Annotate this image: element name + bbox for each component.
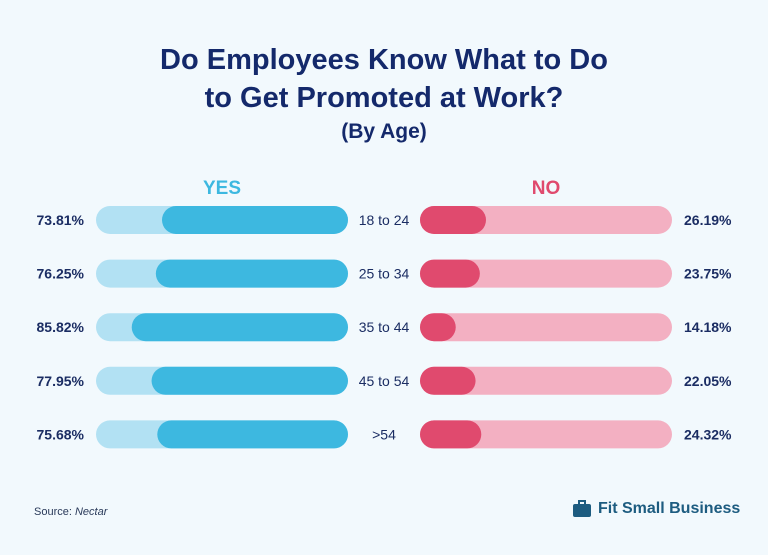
briefcase-icon: [573, 500, 591, 517]
source-name: Nectar: [74, 506, 108, 518]
no-track: [420, 420, 672, 449]
source-prefix: Source:: [34, 506, 75, 518]
no-track: [420, 313, 672, 342]
no-bar: [420, 206, 486, 234]
source-note: Source: Nectar: [34, 506, 107, 518]
chart-title-line-1: Do Employees Know What to Do: [160, 44, 608, 76]
no-bar: [420, 313, 456, 342]
no-bar: [420, 366, 476, 395]
no-value-label: 14.18%: [684, 319, 732, 335]
no-value-label: 26.19%: [684, 212, 732, 228]
chart-title-line-2: to Get Promoted at Work?: [204, 82, 564, 114]
no-bar: [420, 259, 480, 288]
no-value-label: 24.32%: [684, 426, 732, 442]
yes-value-label: 77.95%: [37, 373, 85, 389]
brand-logo: Fit Small Business: [572, 500, 740, 518]
yes-value-label: 85.82%: [37, 319, 85, 335]
yes-bar: [131, 313, 348, 342]
no-track: [420, 259, 672, 288]
no-value-label: 22.05%: [684, 373, 732, 389]
yes-value-label: 73.81%: [37, 212, 85, 228]
legend-yes: YES: [202, 178, 242, 199]
category-label: 18 to 24: [359, 212, 410, 228]
no-track: [420, 366, 672, 395]
chart-subtitle: (By Age): [341, 120, 427, 143]
yes-bar: [161, 206, 348, 234]
yes-bar: [157, 420, 348, 449]
category-label: 45 to 54: [359, 373, 410, 389]
no-value-label: 23.75%: [684, 266, 732, 282]
no-bar: [420, 420, 482, 449]
legend-no: NO: [531, 178, 561, 199]
brand-name: Fit Small Business: [598, 500, 741, 517]
yes-bar: [155, 259, 348, 288]
category-label: 35 to 44: [359, 319, 410, 335]
yes-value-label: 75.68%: [37, 426, 85, 442]
category-label: 25 to 34: [359, 266, 410, 282]
category-label: >54: [372, 426, 396, 442]
yes-bar: [151, 366, 348, 395]
yes-value-label: 76.25%: [37, 266, 85, 282]
